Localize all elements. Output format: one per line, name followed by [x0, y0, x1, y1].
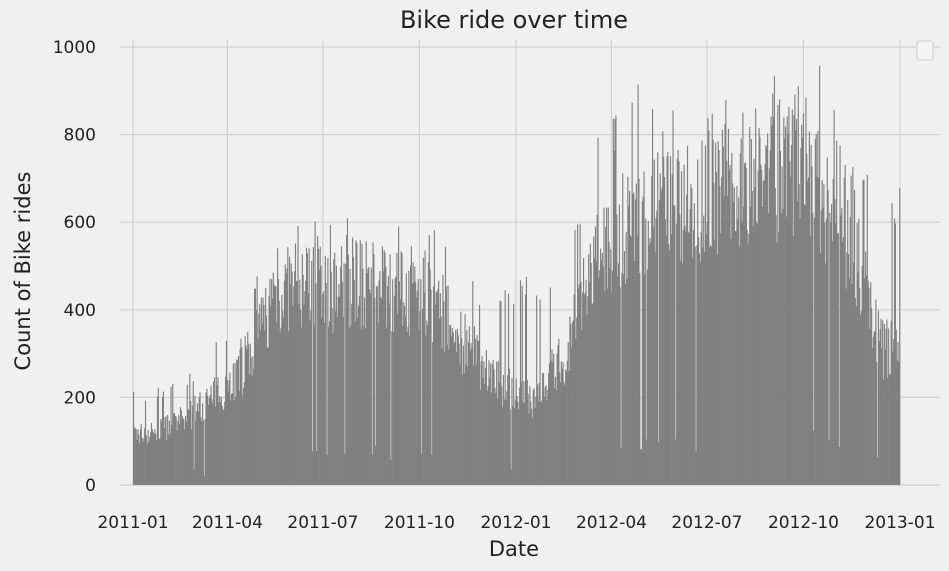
y-tick-label: 200	[64, 388, 96, 408]
bar	[390, 254, 391, 485]
bar	[657, 152, 658, 485]
y-tick-label: 400	[64, 301, 96, 321]
y-tick-label: 600	[64, 213, 96, 233]
x-tick-label: 2011-10	[384, 513, 455, 533]
y-axis-title: Count of Bike rides	[11, 172, 35, 371]
bar	[899, 188, 900, 485]
x-tick-label: 2011-01	[97, 513, 168, 533]
x-tick-label: 2012-10	[768, 513, 839, 533]
x-axis-title: Date	[489, 537, 539, 561]
bar	[203, 421, 204, 485]
bar	[193, 381, 194, 485]
x-tick-label: 2011-04	[192, 513, 263, 533]
y-tick-label: 0	[85, 476, 96, 496]
bar	[838, 233, 839, 485]
x-tick-label: 2012-04	[576, 513, 647, 533]
legend-box	[917, 41, 933, 60]
x-tick-label: 2013-01	[864, 513, 935, 533]
bar	[344, 263, 345, 485]
x-tick-label: 2011-07	[287, 513, 358, 533]
bar	[695, 247, 696, 485]
x-tick-label: 2012-01	[480, 513, 551, 533]
y-tick-label: 800	[64, 126, 96, 146]
bar	[371, 268, 372, 485]
y-tick-label: 1000	[53, 38, 96, 58]
chart-title: Bike ride over time	[400, 6, 628, 34]
bar	[311, 261, 312, 485]
x-tick-label: 2012-07	[671, 513, 742, 533]
bar	[326, 283, 327, 485]
